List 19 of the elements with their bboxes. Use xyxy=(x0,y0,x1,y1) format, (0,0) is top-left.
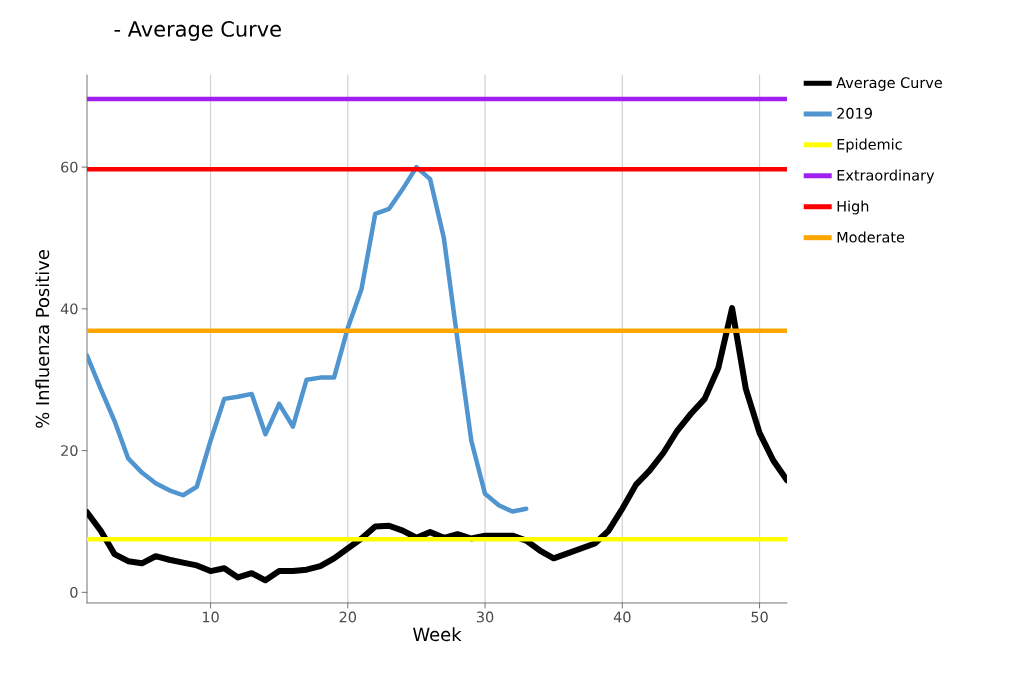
legend-label: Average Curve xyxy=(836,77,942,91)
y-tick-label: 20 xyxy=(61,445,78,457)
y-tick-label: 40 xyxy=(60,303,78,315)
chart-title: - Average Curve xyxy=(114,21,281,41)
legend-label: Epidemic xyxy=(837,138,902,153)
x-tick-label: 20 xyxy=(339,611,357,623)
line-series xyxy=(87,164,529,514)
y-tick-label: 60 xyxy=(61,161,78,173)
y-tick-label: 0 xyxy=(70,586,78,598)
x-tick-label: 30 xyxy=(476,611,494,623)
x-axis-title: Week xyxy=(413,627,462,642)
x-tick-label: 10 xyxy=(202,611,219,623)
legend-label: Extraordinary xyxy=(837,169,935,184)
x-tick-label: 50 xyxy=(751,611,768,623)
y-axis-title: % Influenza Positive xyxy=(35,250,50,428)
legend-label: High xyxy=(837,200,869,215)
x-tick-label: 40 xyxy=(613,611,631,623)
legend-label: Moderate xyxy=(837,231,905,243)
legend-label: 2019 xyxy=(837,107,872,119)
